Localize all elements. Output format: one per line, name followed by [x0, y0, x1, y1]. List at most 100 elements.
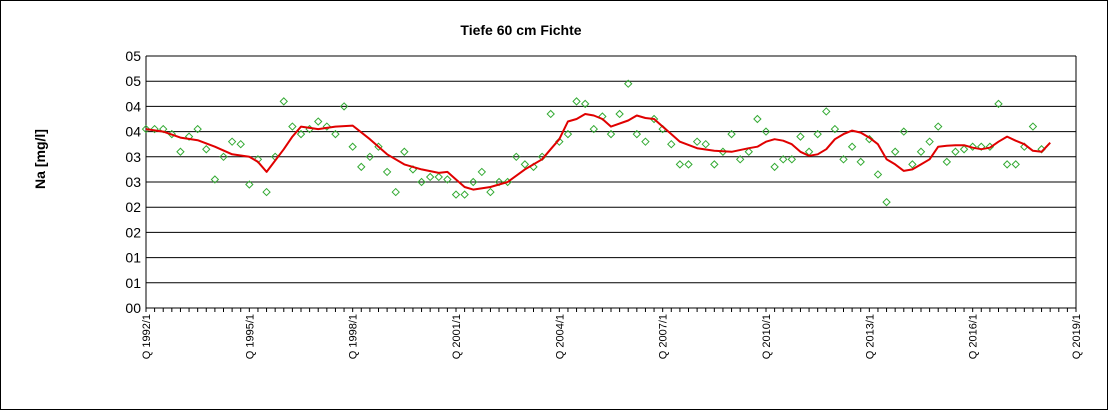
data-point [400, 147, 409, 156]
data-point [589, 124, 598, 134]
data-point [847, 142, 857, 151]
data-point [184, 132, 194, 141]
data-point [176, 147, 185, 156]
x-tick-label: Q 1992/1 [141, 314, 153, 359]
data-point [348, 142, 357, 151]
data-point [770, 162, 779, 172]
chart-title: Tiefe 60 cm Fichte [460, 22, 581, 38]
data-point [735, 155, 745, 164]
y-tick-label: 03 [125, 174, 141, 190]
data-point [830, 124, 840, 134]
data-point [873, 170, 883, 179]
data-point [365, 152, 375, 162]
data-point [822, 107, 831, 116]
data-point [615, 109, 624, 119]
data-point [339, 102, 349, 111]
data-point [451, 190, 461, 199]
data-point [744, 147, 753, 156]
data-point [1028, 122, 1038, 131]
data-point [942, 157, 952, 167]
data-point [434, 172, 443, 182]
x-tick-label: Q 2013/1 [864, 314, 876, 359]
data-point [331, 129, 340, 139]
data-point [546, 109, 555, 119]
x-tick-label: Q 2016/1 [968, 314, 980, 359]
y-tick-label: 04 [125, 124, 141, 140]
data-point [460, 190, 469, 199]
y-tick-label: 02 [125, 199, 141, 215]
data-point [382, 167, 392, 177]
data-point [813, 129, 822, 139]
data-point [262, 187, 271, 197]
data-point [787, 155, 797, 164]
data-point [219, 152, 228, 162]
data-point [150, 124, 159, 134]
data-point [624, 79, 633, 88]
data-point [968, 142, 977, 151]
data-point [925, 137, 934, 146]
data-point [675, 160, 685, 169]
data-point [839, 155, 848, 164]
data-point [512, 152, 521, 162]
data-point [977, 142, 986, 151]
data-point [727, 129, 736, 139]
y-tick-label: 05 [125, 48, 141, 64]
trend-line [145, 113, 1051, 191]
data-point [425, 172, 435, 182]
data-point [193, 124, 202, 134]
data-point [296, 129, 306, 139]
data-point [477, 167, 487, 177]
data-point [959, 145, 969, 154]
x-tick-label: Q 1998/1 [348, 314, 360, 359]
data-point [632, 129, 642, 139]
data-point [288, 122, 297, 131]
data-point [572, 97, 581, 106]
y-tick-label: 00 [125, 300, 141, 316]
data-point [563, 129, 573, 139]
data-point [761, 127, 771, 136]
data-point [641, 137, 650, 146]
data-point [951, 147, 960, 156]
data-point [667, 139, 676, 149]
y-tick-label: 05 [125, 73, 141, 89]
data-point [908, 160, 917, 169]
data-point [796, 132, 805, 141]
data-point [899, 127, 908, 136]
data-point [357, 162, 366, 172]
x-tick-label: Q 2007/1 [658, 314, 670, 359]
data-point [865, 134, 874, 144]
data-point [1011, 160, 1020, 169]
data-point [391, 187, 400, 197]
data-point [469, 177, 478, 187]
data-point [279, 97, 288, 106]
y-tick-label: 04 [125, 98, 141, 114]
data-point [236, 139, 245, 149]
data-point [486, 187, 495, 197]
x-tick-label: Q 2019/1 [1071, 314, 1083, 359]
y-tick-label: 03 [125, 149, 141, 165]
data-point [606, 129, 616, 139]
data-point [417, 177, 426, 187]
data-point [692, 137, 702, 146]
data-point [202, 145, 211, 154]
data-point [753, 114, 762, 124]
data-point [322, 122, 332, 131]
data-point [710, 160, 719, 169]
x-tick-label: Q 2004/1 [554, 314, 566, 359]
data-point [520, 160, 530, 169]
plot-area: 00 01 01 02 02 03 03 04 04 05 05 Q 1992/1 Q 1995/1 Q … [125, 48, 1083, 359]
x-tick-label: Q 1995/1 [244, 314, 256, 359]
data-point [210, 175, 220, 184]
x-tick-label: Q 2010/1 [761, 314, 773, 359]
data-point [701, 139, 710, 149]
data-point [916, 147, 926, 156]
data-point [580, 99, 590, 109]
y-tick-label: 02 [125, 224, 141, 240]
data-point [1002, 160, 1012, 169]
data-point [684, 160, 693, 169]
y-tick-label: 01 [125, 275, 141, 291]
x-tick-label: Q 2001/1 [451, 314, 463, 359]
data-point [443, 175, 452, 184]
